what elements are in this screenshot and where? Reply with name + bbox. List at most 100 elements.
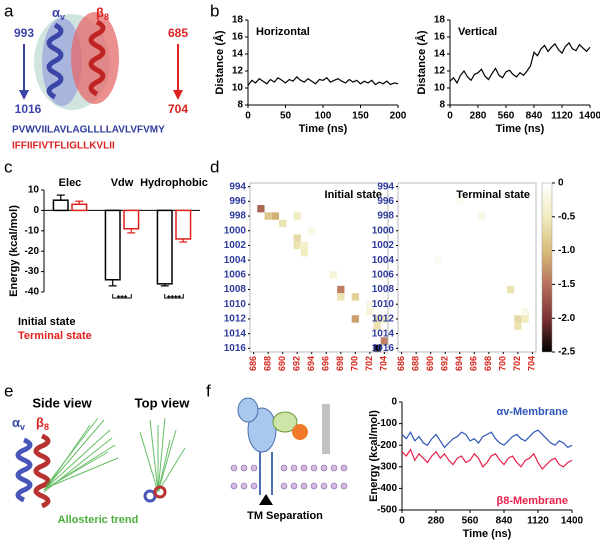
x-tick-label: 200 xyxy=(390,111,407,122)
y-tick-label: 1002 xyxy=(372,240,395,251)
integrin-illustration xyxy=(230,397,348,505)
y-tick-label: 998 xyxy=(377,211,394,222)
beta-label: β8 xyxy=(96,5,109,22)
bar xyxy=(71,203,88,212)
side-view-illustration xyxy=(15,417,119,509)
heatmap-cell xyxy=(456,197,464,206)
x-tick-label: 1400 xyxy=(561,516,584,527)
y-tick-label: -200 xyxy=(377,440,397,451)
x-tick-label: 686 xyxy=(248,356,258,371)
y-tick-label: 18 xyxy=(232,15,244,26)
colorbar-label: -2.0 xyxy=(558,313,576,324)
significance-label: **** xyxy=(167,293,182,303)
alpha-label: αv xyxy=(12,415,25,432)
heatmap-cell xyxy=(514,315,522,323)
y-tick-label: 10 xyxy=(232,83,244,94)
heatmap-cell xyxy=(293,241,301,250)
category-label: Vdw xyxy=(111,177,134,189)
x-tick-label: 686 xyxy=(396,356,406,371)
x-tick-label: 150 xyxy=(352,111,369,122)
heatmap-cell xyxy=(373,344,381,352)
y-tick-label: 0 xyxy=(33,205,39,216)
heatmap-cell xyxy=(329,271,338,279)
y-tick-label: 994 xyxy=(377,181,394,192)
y-tick-label: 10 xyxy=(28,185,40,196)
bar xyxy=(123,209,140,230)
y-tick-label: 1016 xyxy=(224,343,247,354)
y-tick-label: 1010 xyxy=(372,299,395,310)
y-axis-title: Distance (Å) xyxy=(415,30,428,95)
y-axis-title: Distance (Å) xyxy=(213,30,226,95)
residue-label: 704 xyxy=(168,102,188,116)
y-tick-label: -40 xyxy=(25,287,40,298)
x-axis-title: Time (ns) xyxy=(299,123,348,135)
arrow-head xyxy=(19,90,29,100)
x-tick-label: 1400 xyxy=(579,111,600,122)
colorbar xyxy=(541,182,553,353)
heatmap-cell xyxy=(477,212,486,220)
heatmap-cell xyxy=(434,256,442,264)
y-tick-label: 1004 xyxy=(372,255,395,266)
x-tick-label: 696 xyxy=(469,356,479,371)
y-axis-title: Energy (kcal/mol) xyxy=(8,205,20,297)
x-tick-label: 1120 xyxy=(551,111,573,122)
y-tick-label: 1010 xyxy=(224,299,247,310)
x-tick-label: 840 xyxy=(526,111,543,122)
heatmap-cell xyxy=(514,322,522,330)
y-tick-label: 1014 xyxy=(224,328,247,339)
separation-label: TM Separation xyxy=(247,510,323,522)
x-tick-label: 100 xyxy=(315,111,332,122)
y-tick-label: 0 xyxy=(391,397,397,408)
chart-title: Initial state xyxy=(325,189,382,201)
x-tick-label: 280 xyxy=(428,516,445,527)
y-tick-label: 14 xyxy=(434,49,446,60)
y-tick-label: 8 xyxy=(237,100,243,111)
heatmap-cell xyxy=(300,249,309,257)
heatmap-cell xyxy=(293,212,301,220)
error-bar xyxy=(56,194,65,201)
heatmap-cell xyxy=(380,315,388,323)
category-label: Elec xyxy=(59,177,82,189)
bar xyxy=(156,209,173,285)
sequence: PVWVIILAVLAGLLLLAVLVFVMY xyxy=(12,125,165,136)
heatmap-cell xyxy=(293,234,301,242)
alpha-label: αv xyxy=(52,5,65,22)
x-tick-label: 700 xyxy=(498,356,508,371)
heatmap-cell xyxy=(373,322,381,330)
y-tick-label: 16 xyxy=(232,32,244,43)
significance-label: *** xyxy=(117,293,128,303)
y-tick-label: -100 xyxy=(377,418,397,429)
helix-illustration xyxy=(34,12,119,110)
x-tick-label: 50 xyxy=(280,111,292,122)
y-tick-label: 994 xyxy=(229,181,246,192)
error-bar xyxy=(108,279,117,287)
colorbar-label: -1.0 xyxy=(558,245,576,256)
x-axis-title: Time (ns) xyxy=(463,528,512,540)
chart-title: Horizontal xyxy=(256,26,310,38)
error-bar xyxy=(127,228,136,234)
heatmap-cell xyxy=(257,205,265,213)
y-tick-label: 1002 xyxy=(224,240,247,251)
heatmap-cell xyxy=(337,293,345,301)
x-tick-label: 692 xyxy=(292,356,302,371)
y-tick-label: 12 xyxy=(434,66,446,77)
heatmap-cell xyxy=(521,315,529,323)
heatmap-cell xyxy=(279,219,287,228)
significance-bracket xyxy=(112,294,132,299)
y-tick-label: 12 xyxy=(232,66,244,77)
error-bar xyxy=(179,238,188,243)
x-tick-label: 696 xyxy=(321,356,331,371)
x-tick-label: 704 xyxy=(527,356,537,371)
colorbar-label: -2.5 xyxy=(558,347,576,358)
heatmap-cell xyxy=(521,307,529,316)
x-tick-label: 690 xyxy=(277,356,287,371)
view-label: Side view xyxy=(32,395,92,410)
y-tick-label: -20 xyxy=(25,246,40,257)
x-tick-label: 694 xyxy=(306,356,316,371)
bar xyxy=(175,209,192,240)
x-tick-label: 0 xyxy=(245,111,251,122)
beta-label: β8 xyxy=(36,415,49,432)
y-tick-label: 1014 xyxy=(372,328,395,339)
x-tick-label: 694 xyxy=(454,356,464,371)
